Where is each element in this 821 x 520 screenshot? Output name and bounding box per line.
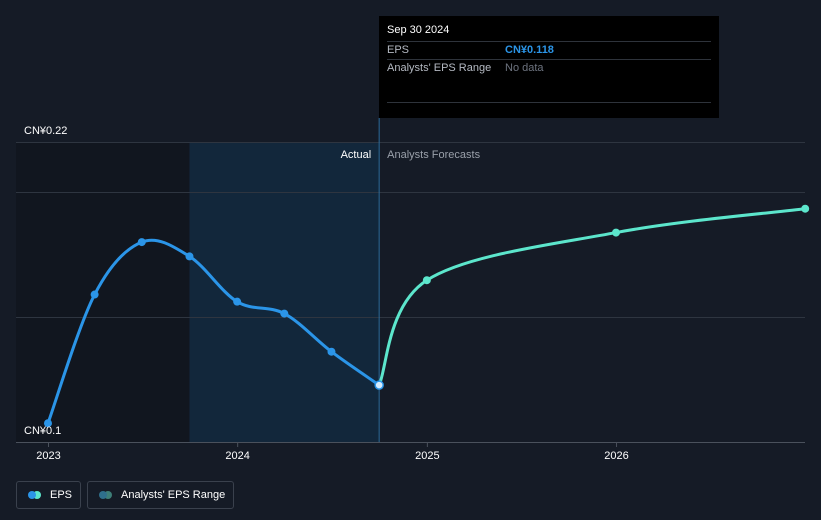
tooltip-divider	[387, 102, 711, 103]
past-region	[16, 142, 190, 442]
forecast-region-label: Analysts Forecasts	[387, 149, 480, 161]
legend-item-eps-range[interactable]: Analysts' EPS Range	[87, 481, 234, 509]
series-1-point-2[interactable]	[612, 228, 621, 237]
actual-region-label: Actual	[341, 149, 372, 161]
x-tick-label-2026: 2026	[604, 450, 628, 462]
current-eps-point[interactable]	[374, 380, 384, 390]
series-0-point-2[interactable]	[137, 238, 146, 247]
legend-eps-range-label: Analysts' EPS Range	[121, 489, 226, 501]
tooltip-range-value: No data	[505, 62, 544, 74]
series-0-point-3[interactable]	[185, 252, 194, 261]
x-tick-label-2024: 2024	[225, 450, 249, 462]
series-0-point-5[interactable]	[280, 309, 289, 318]
tooltip-eps-label: EPS	[387, 44, 410, 56]
actual-highlight-region	[189, 142, 380, 442]
series-1-point-3[interactable]	[801, 204, 810, 213]
legend-item-eps[interactable]: EPS	[16, 481, 81, 509]
series-0-point-1[interactable]	[90, 290, 99, 299]
tooltip-row-range: Analysts' EPS Range No data	[387, 59, 711, 77]
legend-eps-label: EPS	[50, 489, 73, 501]
series-0-point-0[interactable]	[43, 419, 52, 428]
tooltip-range-label: Analysts' EPS Range	[387, 62, 492, 74]
y-axis-top-label: CN¥0.22	[24, 125, 67, 137]
series-0-point-4[interactable]	[233, 297, 242, 306]
series-1-point-1[interactable]	[422, 276, 431, 285]
tooltip-eps-value: CN¥0.118	[505, 44, 554, 56]
series-line-1	[377, 207, 807, 387]
tooltip-row-eps: EPS CN¥0.118	[387, 41, 711, 59]
eps-tooltip: Sep 30 2024 EPS CN¥0.118 Analysts' EPS R…	[379, 16, 719, 118]
x-tick-label-2025: 2025	[415, 450, 439, 462]
tooltip-date: Sep 30 2024	[387, 24, 450, 36]
eps-range-legend-icon	[99, 491, 115, 499]
eps-legend-icon	[28, 491, 44, 499]
series-0-point-6[interactable]	[327, 347, 336, 356]
x-tick-label-2023: 2023	[36, 450, 60, 462]
y-axis-bottom-label: CN¥0.1	[24, 425, 61, 437]
